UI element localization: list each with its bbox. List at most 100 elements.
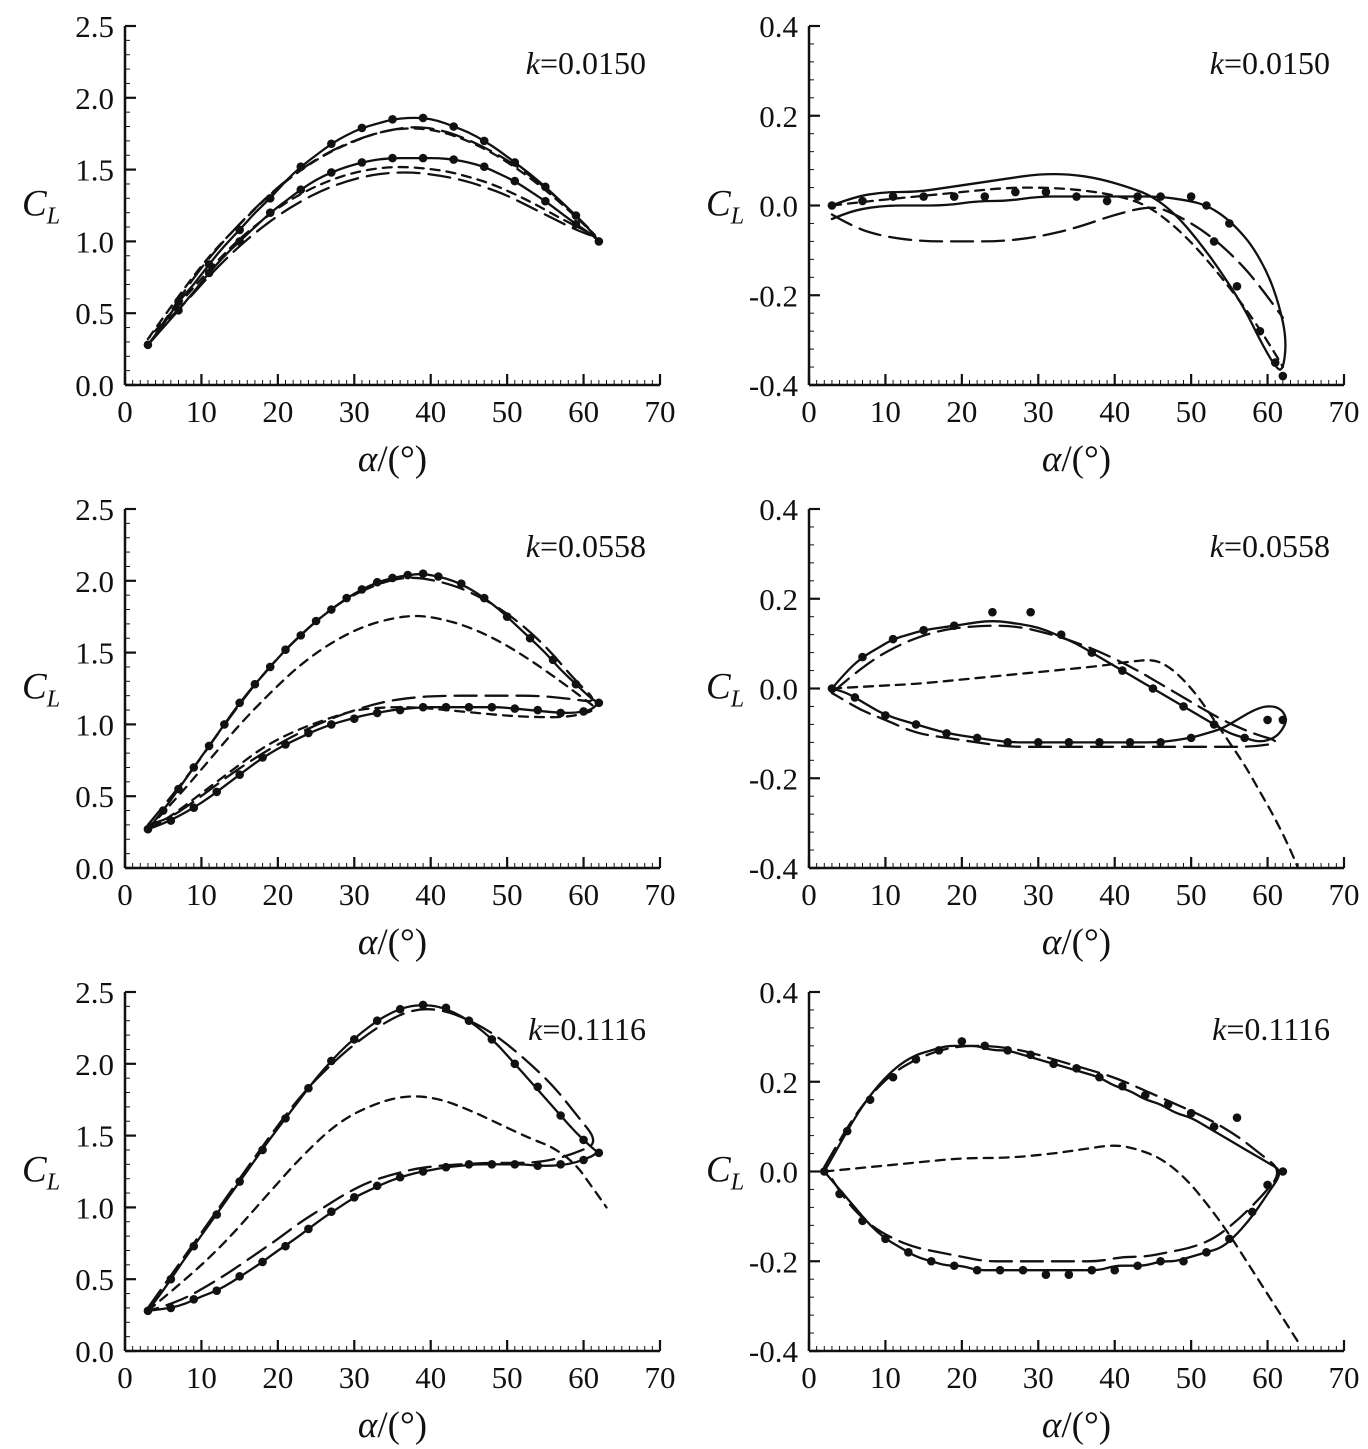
data-point: [388, 115, 397, 124]
data-point: [235, 698, 244, 708]
data-point: [533, 705, 543, 715]
data-point: [212, 1210, 222, 1219]
y-tick-label: -0.4: [749, 1334, 799, 1369]
x-tick-label: 10: [186, 394, 217, 429]
x-tick-label: 30: [339, 1360, 370, 1395]
x-tick-label: 30: [1023, 394, 1054, 429]
data-point: [1186, 733, 1196, 743]
y-axis-label: CL: [706, 1150, 744, 1196]
data-point: [1156, 738, 1165, 747]
data-point: [258, 1257, 267, 1267]
y-tick-label: 2.5: [75, 975, 114, 1010]
chart-cm-k1116: 0 10 20 30 40 50 60 70 -0.4 -0.2 0.0 0.2 0.4 k=0.1116…: [684, 966, 1368, 1449]
data-point: [327, 720, 336, 729]
data-point: [372, 1181, 382, 1191]
x-tick-label: 60: [1252, 394, 1283, 429]
data-point: [372, 708, 382, 718]
data-point: [372, 1016, 382, 1026]
y-axis-label: CL: [706, 667, 744, 713]
data-point: [556, 1111, 565, 1120]
data-point: [357, 123, 367, 133]
y-tick-label: -0.4: [749, 368, 799, 403]
x-tick-label: 0: [801, 394, 817, 429]
data-point: [1003, 738, 1013, 747]
data-point: [1225, 219, 1234, 228]
x-tick-label: 40: [1099, 1360, 1130, 1395]
data-point: [235, 1177, 244, 1186]
data-point: [995, 1265, 1005, 1275]
data-point: [479, 136, 489, 146]
x-tick-label: 20: [946, 394, 977, 429]
data-point: [1202, 201, 1211, 210]
y-tick-label: 0.0: [75, 851, 114, 886]
series-short-dash-model: [146, 1095, 608, 1312]
data-point: [174, 784, 183, 794]
x-tick-label: 50: [1176, 394, 1207, 429]
y-tick-label: -0.2: [749, 1244, 798, 1279]
data-point: [1232, 1113, 1242, 1122]
data-point: [594, 237, 604, 246]
chart-cm-k1116-svg: 0 10 20 30 40 50 60 70 -0.4 -0.2 0.0 0.2 0.4 k=0.1116…: [706, 975, 1360, 1446]
data-point: [487, 1035, 497, 1044]
data-point: [594, 698, 604, 708]
data-point: [166, 1274, 176, 1284]
data-point: [189, 803, 199, 812]
k-annotation: k=0.1116: [1212, 1011, 1330, 1047]
k-annotation: k=0.0150: [526, 45, 646, 81]
data-point: [487, 702, 497, 712]
data-point: [304, 1083, 313, 1093]
data-point: [1125, 738, 1135, 747]
series-short-dash-model: [823, 1144, 1300, 1344]
y-tick-label: 1.0: [75, 1190, 114, 1225]
data-point: [265, 662, 275, 672]
data-point: [357, 158, 367, 167]
series-short-dash-model: [830, 186, 1285, 369]
x-tick-label: 20: [262, 877, 293, 912]
data-point: [1156, 192, 1165, 201]
data-point: [888, 1072, 898, 1082]
x-tick-label: 0: [117, 1360, 133, 1395]
data-point: [418, 1000, 428, 1010]
chart-cl-k0558: 0 10 20 30 40 50 60 70 0.0 0.5 1.0 1.5 2.0 2.5 k=0.055…: [0, 483, 684, 966]
x-tick-label: 40: [1099, 394, 1130, 429]
k-annotation: k=0.0150: [1210, 45, 1330, 81]
data-point: [541, 182, 550, 192]
data-point: [395, 1172, 405, 1182]
data-point: [1209, 237, 1219, 246]
data-point: [281, 1114, 290, 1123]
data-point: [1133, 1261, 1142, 1271]
data-point: [911, 1055, 921, 1064]
x-tick-label: 30: [1023, 1360, 1054, 1395]
data-point: [143, 340, 153, 350]
series-experiment: [146, 116, 599, 346]
chart-cl-k1116: 0 10 20 30 40 50 60 70 0.0 0.5 1.0 1.5 2.0 2.5 k=0.111…: [0, 966, 684, 1449]
data-point: [189, 763, 199, 772]
data-point: [579, 1135, 588, 1145]
y-tick-label: 0.4: [759, 975, 798, 1010]
data-point: [919, 192, 928, 201]
data-point: [533, 1082, 543, 1092]
x-tick-label: 70: [645, 1360, 676, 1395]
data-point: [1232, 281, 1242, 291]
data-point: [1163, 1099, 1173, 1109]
y-tick-label: 2.5: [75, 492, 114, 527]
x-tick-label: 20: [946, 1360, 977, 1395]
data-point: [827, 684, 837, 693]
data-point: [296, 162, 306, 172]
x-tick-label: 10: [186, 877, 217, 912]
data-point: [304, 728, 313, 738]
x-tick-label: 0: [117, 877, 133, 912]
series-model-solid: [830, 172, 1287, 371]
data-point: [1148, 684, 1158, 693]
series-short-dash-model: [146, 614, 595, 831]
data-point: [571, 219, 581, 229]
data-point: [174, 306, 183, 315]
x-tick-label: 0: [801, 877, 817, 912]
chart-cl-k1116-svg: 0 10 20 30 40 50 60 70 0.0 0.5 1.0 1.5 2.0 2.5 k=0.111…: [22, 975, 676, 1446]
y-tick-label: 0.2: [759, 582, 798, 617]
data-point: [881, 711, 890, 720]
data-point: [579, 1155, 588, 1165]
data-point: [250, 679, 260, 689]
data-point: [479, 162, 489, 172]
data-point: [1186, 192, 1196, 201]
